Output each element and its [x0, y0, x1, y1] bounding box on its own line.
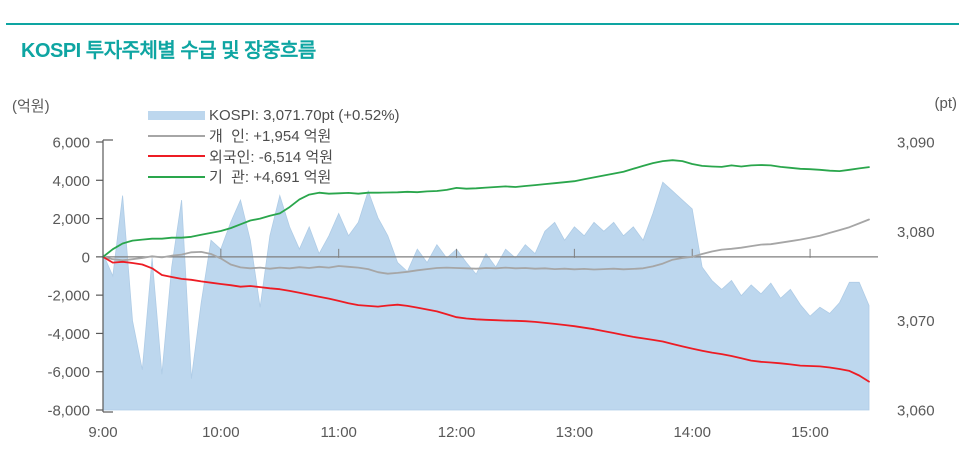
- legend-label-kospi: KOSPI: 3,071.70pt (+0.52%): [209, 106, 400, 124]
- legend-label-foreign: 외국인: -6,514 억원: [209, 148, 334, 166]
- series-line-외국인: [102, 255, 870, 383]
- page-title: KOSPI 투자주체별 수급 및 장중흐름: [21, 40, 316, 62]
- legend-item-kospi: KOSPI: 3,071.70pt (+0.52%): [148, 105, 400, 126]
- kospi-area-series: [102, 181, 870, 411]
- left-axis-tick-label: -4,000: [47, 326, 90, 343]
- series-line-개인: [102, 218, 870, 275]
- left-axis-tick-label: -2,000: [47, 288, 90, 305]
- x-axis-tick-label: 10:00: [202, 424, 240, 441]
- right-axis-unit-label: (pt): [934, 95, 958, 112]
- legend-label-institution: 기 관: +4,691 억원: [209, 169, 332, 187]
- legend-item-individual: 개 인: +1,954 억원: [148, 126, 400, 147]
- x-axis-tick-label: 9:00: [88, 424, 117, 441]
- right-axis-tick-label: 3,060: [897, 403, 935, 420]
- left-axis-tick-label: -8,000: [47, 403, 90, 420]
- legend-label-individual: 개 인: +1,954 억원: [209, 128, 332, 146]
- chart-legend: KOSPI: 3,071.70pt (+0.52%) 개 인: +1,954 억…: [148, 105, 400, 187]
- series-line-기관: [102, 159, 870, 258]
- x-axis-tick-label: 12:00: [438, 424, 476, 441]
- legend-item-foreign: 외국인: -6,514 억원: [148, 146, 400, 167]
- left-axis-unit-label: (억원): [12, 98, 50, 115]
- right-axis-tick-label: 3,070: [897, 313, 935, 330]
- x-axis-tick-label: 11:00: [320, 424, 356, 441]
- title-rule: [6, 23, 959, 25]
- institution-line-swatch: [148, 175, 205, 178]
- left-axis-tick-label: 2,000: [52, 211, 90, 228]
- right-axis-tick-label: 3,080: [897, 224, 935, 241]
- foreign-line-swatch: [148, 155, 205, 158]
- x-axis-tick-label: 13:00: [556, 424, 594, 441]
- left-axis-tick-label: -6,000: [47, 364, 90, 381]
- left-axis-tick-label: 0: [82, 249, 90, 266]
- x-axis-tick-label: 14:00: [673, 424, 711, 441]
- individual-line-swatch: [148, 134, 205, 137]
- x-axis-tick-label: 15:00: [791, 424, 829, 441]
- left-axis-tick-label: 4,000: [52, 173, 90, 190]
- right-axis-tick-label: 3,090: [897, 135, 935, 152]
- legend-item-institution: 기 관: +4,691 억원: [148, 167, 400, 188]
- left-axis-tick-label: 6,000: [52, 135, 90, 152]
- kospi-area-swatch: [148, 110, 205, 120]
